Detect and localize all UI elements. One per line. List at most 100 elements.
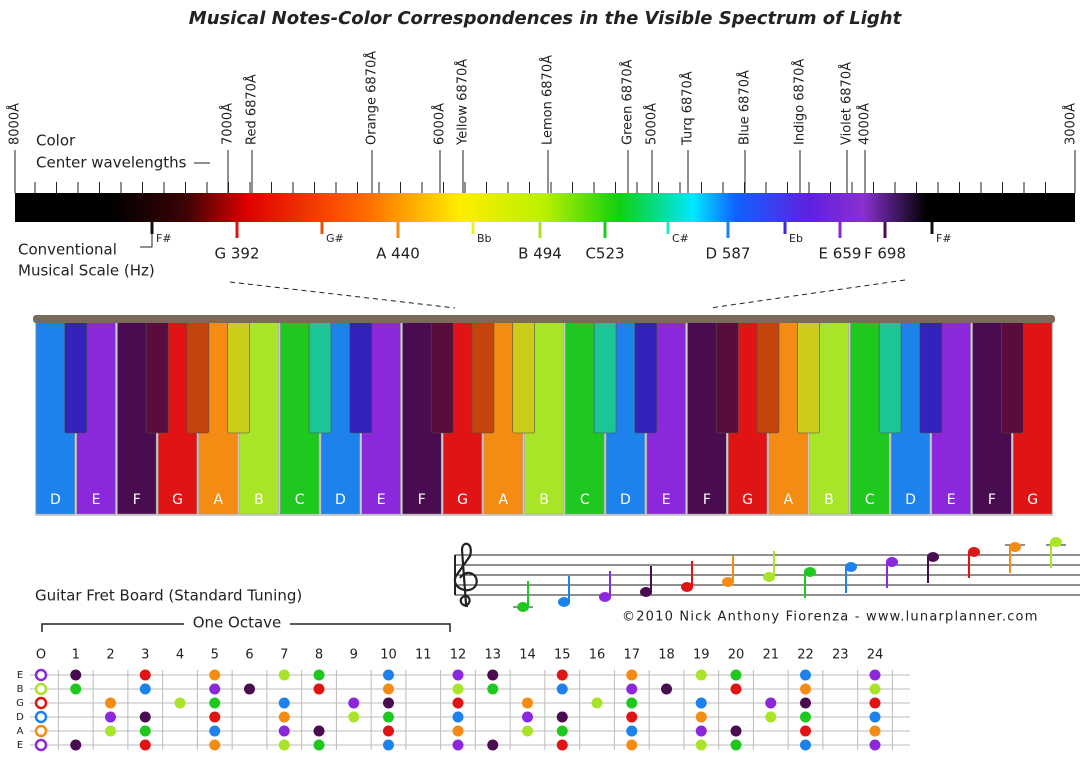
key-label: C [295, 492, 305, 508]
string-label: G [16, 698, 24, 709]
note-tick [783, 222, 787, 234]
fret-dot [487, 683, 499, 695]
color-label: Color [36, 132, 76, 150]
black-key-shade [146, 320, 169, 433]
key-label: E [377, 492, 386, 508]
note-tick [150, 222, 154, 234]
fret-dot [695, 697, 707, 709]
fret-number: 4 [176, 648, 184, 663]
fret-dot [487, 669, 499, 681]
fret-dot [278, 739, 290, 751]
black-key-shade [919, 320, 942, 433]
wavelength-label: Lemon 6870Å [540, 55, 556, 145]
note-label: F# [936, 232, 952, 245]
scale-label: Conventional [18, 241, 117, 259]
fret-dot [383, 739, 394, 751]
note-tick [538, 222, 542, 238]
fret-dot [661, 683, 672, 695]
fret-dot [105, 711, 116, 723]
key-label: F [703, 492, 711, 508]
staff-note [763, 572, 775, 582]
treble-clef [453, 542, 478, 608]
note-label: F 698 [864, 245, 906, 263]
fret-dot [695, 739, 707, 751]
fret-dot [383, 697, 394, 709]
dashed-guide [709, 279, 906, 309]
fret-number: 2 [106, 648, 114, 663]
fret-number: 16 [589, 648, 606, 663]
fret-dot [765, 711, 777, 723]
fret-dot [383, 711, 394, 723]
fret-dot [313, 739, 325, 751]
open-string [34, 724, 48, 738]
black-key-shade [64, 320, 87, 433]
staff-note [804, 567, 816, 577]
fret-dot [209, 739, 221, 751]
staff-note [886, 557, 898, 567]
fret-number: 20 [728, 648, 745, 663]
wavelength-label: 5000Å [644, 103, 660, 145]
black-key-shade [797, 320, 820, 433]
note-tick [235, 222, 239, 238]
fret-dot [800, 683, 811, 695]
fret-dot [556, 739, 568, 751]
fret-dot [209, 711, 221, 723]
dashed-guide [229, 281, 456, 309]
fret-number: 1 [72, 648, 80, 663]
fret-dot [591, 697, 603, 709]
fret-dot [209, 697, 221, 709]
fret-dot [800, 739, 811, 751]
fret-number: O [36, 648, 46, 663]
fret-dot [244, 683, 255, 695]
fret-dot [452, 739, 464, 751]
fret-dot [209, 669, 221, 681]
black-key-shade [227, 320, 250, 433]
wavelength-label: 3000Å [1063, 103, 1079, 145]
open-string [34, 738, 48, 752]
fret-dot [139, 739, 151, 751]
fretboard: O 1 2 3 4 5 6 7 8 9 10 11 12 13 14 15 16 17 18 19 20 21 22 23 24… [16, 648, 910, 752]
staff-note [640, 587, 652, 597]
fret-dot [626, 711, 638, 723]
fret-number: 8 [315, 648, 323, 663]
staff-note [722, 577, 734, 587]
black-key-shade [431, 320, 454, 433]
fret-dot [730, 669, 742, 681]
note-label: G 392 [214, 245, 259, 263]
fret-dot [139, 725, 151, 737]
fret-dot [452, 725, 464, 737]
key-label: E [92, 492, 101, 508]
fret-number: 23 [832, 648, 849, 663]
fret-dot [209, 683, 221, 695]
wavelength-label: Violet 6870Å [839, 62, 855, 145]
staff-note [927, 552, 939, 562]
note-tick [883, 222, 887, 238]
fret-dot [313, 725, 325, 737]
fret-dot [383, 669, 394, 681]
fret-dot [869, 711, 881, 723]
open-string [34, 682, 48, 696]
key-label: C [865, 492, 875, 508]
fret-dot [730, 739, 742, 751]
fret-dot [174, 697, 186, 709]
fret-dot [522, 697, 533, 709]
key-label: C [580, 492, 590, 508]
fret-dot [869, 739, 881, 751]
fret-number: 14 [519, 648, 536, 663]
fret-dot [313, 683, 325, 695]
key-label: G [172, 492, 183, 508]
fret-dot [765, 697, 777, 709]
fret-number: 18 [658, 648, 675, 663]
wavelength-label: 6000Å [432, 103, 448, 145]
fret-dot [695, 669, 707, 681]
fret-dot [487, 739, 499, 751]
fret-dot [695, 725, 707, 737]
note-label: Bb [477, 232, 492, 245]
fret-dot [800, 725, 811, 737]
fret-dot [383, 725, 394, 737]
fret-number: 15 [554, 648, 571, 663]
note-tick [930, 222, 934, 234]
key-label: F [418, 492, 426, 508]
